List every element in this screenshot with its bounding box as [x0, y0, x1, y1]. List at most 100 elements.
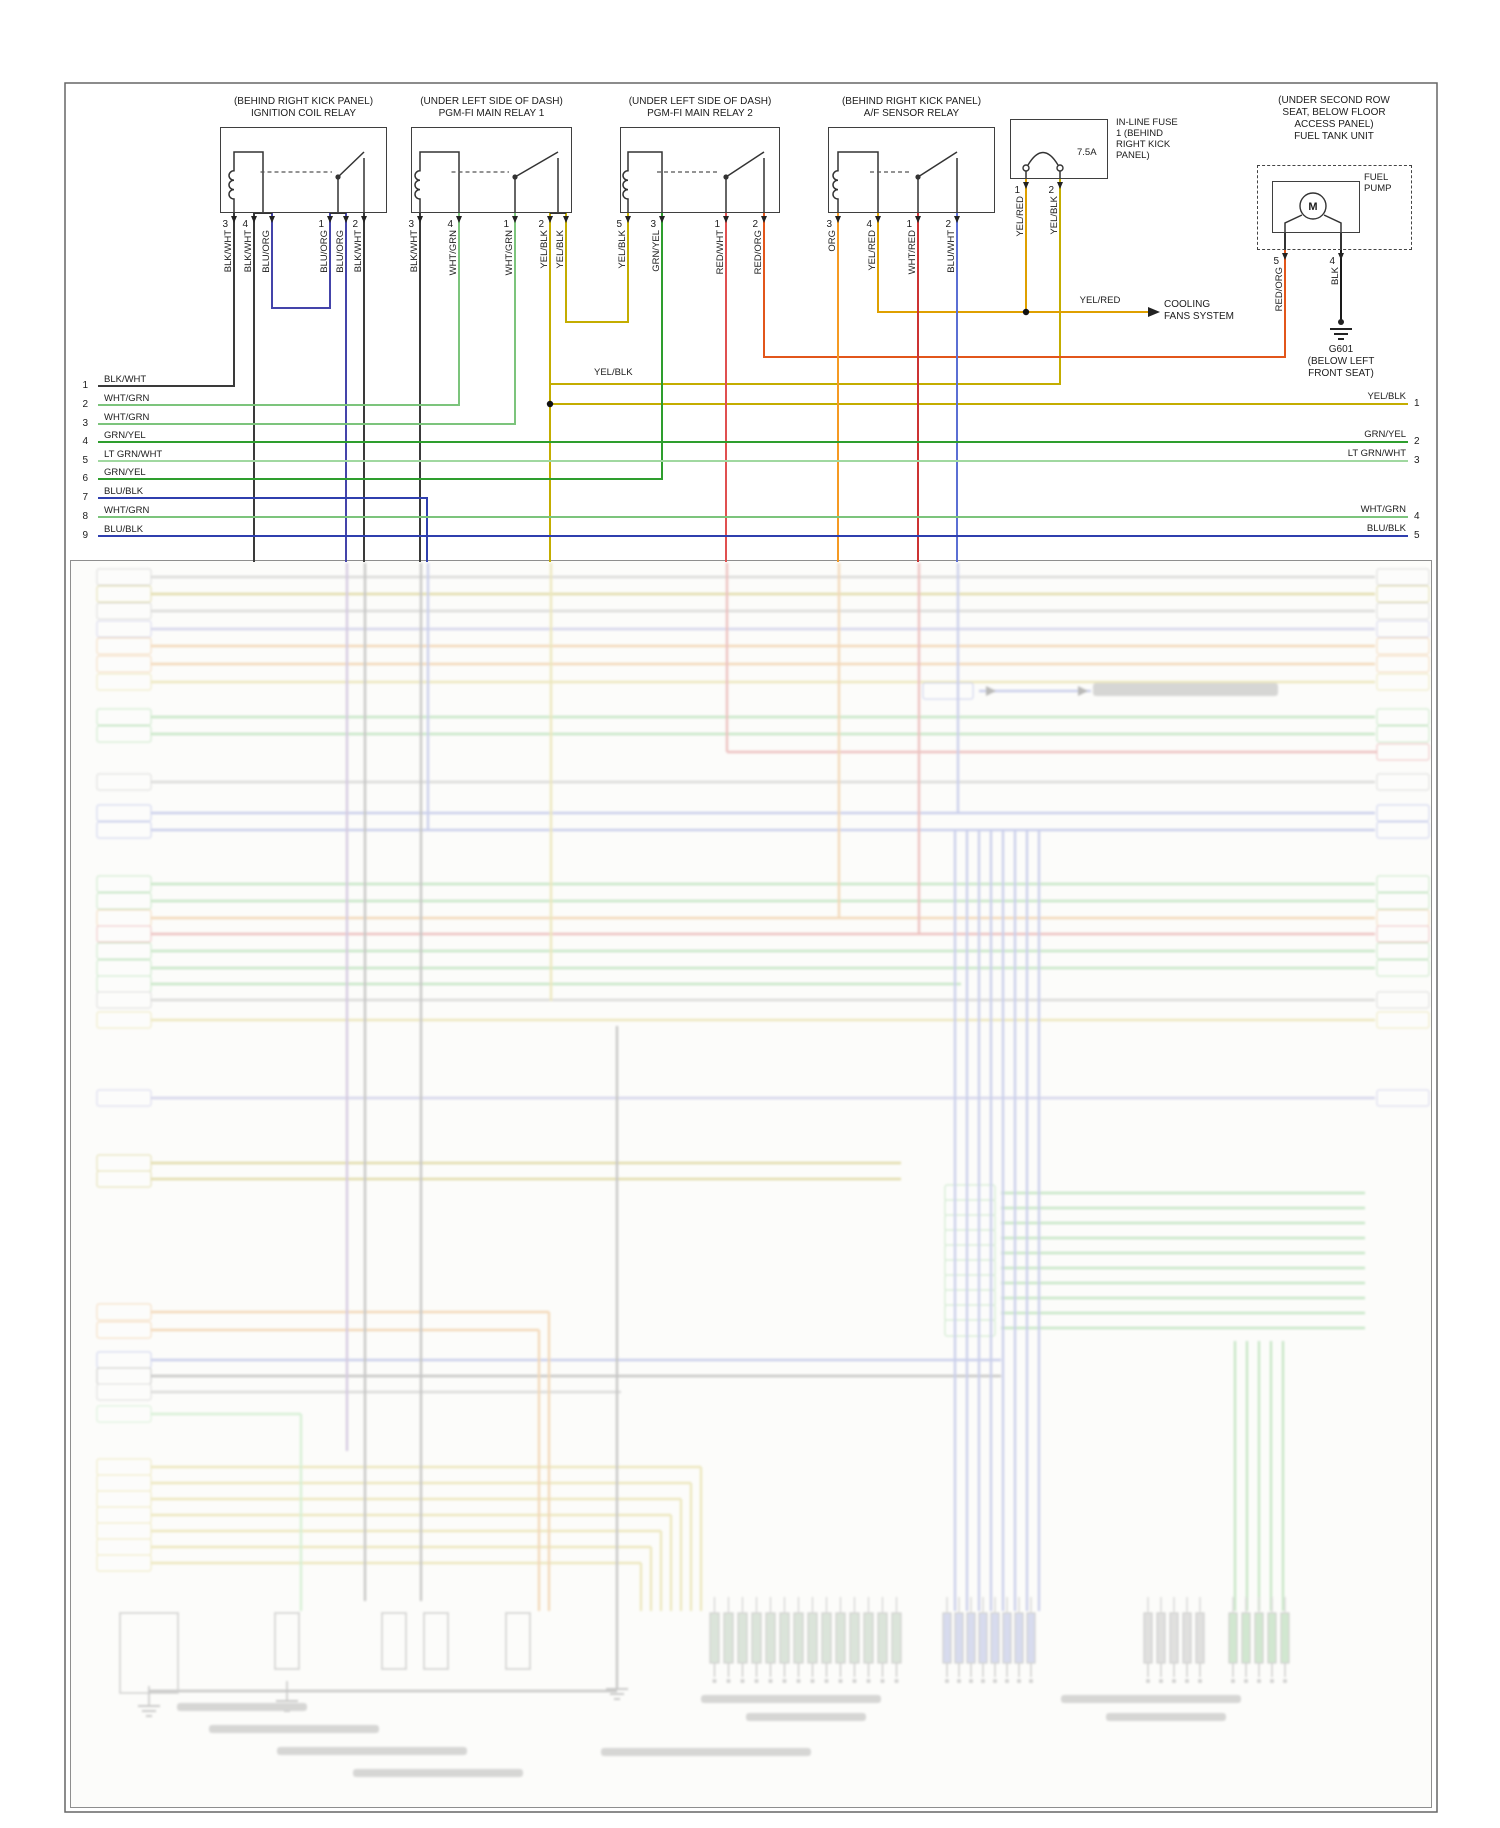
wire-direction-arrow	[1023, 182, 1029, 189]
row-number: 1	[1414, 398, 1420, 409]
row-number: 1	[82, 380, 88, 391]
faded-connector-dot	[810, 1679, 815, 1683]
pin-number: 3	[826, 219, 832, 230]
cooling-fans-label: COOLING FANS SYSTEM	[1164, 299, 1234, 323]
pin-number: 1	[1014, 185, 1020, 196]
wire-color-label: BLK/WHT	[409, 230, 420, 272]
wire-color-label: BLU/BLK	[104, 486, 144, 497]
faded-connector-pin	[1254, 1612, 1264, 1664]
faded-connector-dot	[1172, 1679, 1176, 1683]
faded-label-pill	[96, 1405, 152, 1423]
faded-component-box	[423, 1612, 449, 1670]
faded-label-pill	[1376, 925, 1430, 943]
faded-label-pill	[1376, 892, 1430, 910]
faded-connector-pin	[966, 1612, 976, 1664]
faded-label-pill	[96, 909, 152, 927]
faded-wiring-section	[70, 560, 1432, 1808]
wire-direction-arrow	[1338, 253, 1344, 260]
faded-connector-pin	[793, 1612, 804, 1664]
faded-label-pill	[96, 821, 152, 839]
faded-label-pill	[1376, 602, 1430, 620]
pin-number: 5	[1273, 256, 1279, 267]
wire-color-label: WHT/GRN	[448, 230, 459, 276]
faded-connector-dot	[1029, 1679, 1033, 1683]
faded-connector-dot	[1198, 1679, 1202, 1683]
faded-label-pill	[96, 585, 152, 603]
wire-color-label: YEL/BLK	[1049, 195, 1060, 234]
faded-connector-dot	[838, 1679, 843, 1683]
wire-direction-arrow	[456, 216, 462, 223]
faded-label-pill	[1376, 942, 1430, 960]
pin-number: 3	[408, 219, 414, 230]
cooling-fans-line: FANS SYSTEM	[1164, 311, 1235, 322]
faded-component-box	[505, 1612, 531, 1670]
faded-connector-pin	[1267, 1612, 1277, 1664]
wire-color-label: WHT/GRN	[104, 393, 150, 404]
wire-color-label: RED/ORG	[753, 230, 764, 274]
wire-direction-arrow	[625, 216, 631, 223]
faded-connector-pin	[765, 1612, 776, 1664]
faded-connector-pin	[723, 1612, 734, 1664]
relay-location: (UNDER LEFT SIDE OF DASH)	[420, 96, 563, 107]
faded-connector-dot	[1270, 1679, 1274, 1683]
faded-label-pill	[1376, 1011, 1430, 1029]
faded-label-pill	[944, 1274, 996, 1292]
faded-connector-pin	[990, 1612, 1000, 1664]
row-number: 3	[1414, 455, 1420, 466]
row-number: 5	[1414, 530, 1420, 541]
faded-label-pill	[96, 1011, 152, 1029]
wire-line	[565, 213, 629, 323]
wire-color-label: BLU/ORG	[261, 230, 272, 273]
wire-direction-arrow	[659, 216, 665, 223]
faded-label-pill	[96, 673, 152, 691]
faded-connector-pin	[835, 1612, 846, 1664]
wire-direction-arrow	[512, 216, 518, 223]
faded-connector-dot	[1283, 1679, 1287, 1683]
faded-label-pill	[96, 1522, 152, 1540]
relay-name: PGM-FI MAIN RELAY 2	[647, 108, 753, 119]
fuel-tank-title: (UNDER SECOND ROW SEAT, BELOW FLOOR ACCESS…	[1234, 95, 1434, 143]
pin-number: 4	[242, 219, 248, 230]
wire-color-label: BLK/WHT	[353, 230, 364, 272]
wire-direction-arrow	[269, 216, 275, 223]
wire-color-label: GRN/YEL	[1364, 429, 1406, 440]
wire-direction-arrow	[761, 216, 767, 223]
faded-text-smudge	[277, 1747, 467, 1755]
faded-connector-dot	[880, 1679, 885, 1683]
faded-connector-dot	[782, 1679, 787, 1683]
faded-connector-dot	[1159, 1679, 1163, 1683]
faded-label-pill	[1376, 725, 1430, 743]
relay-name: A/F SENSOR RELAY	[863, 108, 960, 119]
wire-direction-arrow	[251, 216, 257, 223]
pin-number: 1	[714, 219, 720, 230]
wire-color-label: YEL/BLK	[1367, 391, 1406, 402]
fuse-label-line: IN-LINE FUSE	[1116, 117, 1178, 128]
wire-color-label: LT GRN/WHT	[104, 449, 163, 460]
faded-label-pill	[96, 1383, 152, 1401]
wire-line	[271, 213, 331, 309]
wire-direction-arrow	[563, 216, 569, 223]
faded-connector-pin	[1169, 1612, 1179, 1664]
fuel-tank-title-line: (UNDER SECOND ROW	[1278, 95, 1390, 106]
row-number: 7	[82, 492, 88, 503]
faded-connector-pin	[1195, 1612, 1205, 1664]
faded-label-pill	[96, 1474, 152, 1492]
faded-label-pill	[96, 975, 152, 993]
faded-connector-dot	[894, 1679, 899, 1683]
faded-label-pill	[96, 568, 152, 586]
faded-label-pill	[96, 1538, 152, 1556]
faded-connector-pin	[737, 1612, 748, 1664]
wire-color-label: WHT/GRN	[104, 412, 150, 423]
relay-location: (UNDER LEFT SIDE OF DASH)	[628, 96, 772, 107]
faded-label-pill	[944, 1199, 996, 1217]
faded-connector-dot	[712, 1679, 717, 1683]
fuel-tank-title-line: SEAT, BELOW FLOOR	[1282, 107, 1386, 118]
faded-label-pill	[96, 1458, 152, 1476]
faded-connector-dot	[768, 1679, 773, 1683]
faded-connector-pin	[954, 1612, 964, 1664]
faded-connector-pin	[821, 1612, 832, 1664]
wire-direction-arrow	[835, 216, 841, 223]
wire-color-label: BLU/ORG	[335, 230, 346, 273]
row-number: 2	[82, 399, 88, 410]
faded-label-pill	[1376, 804, 1430, 822]
